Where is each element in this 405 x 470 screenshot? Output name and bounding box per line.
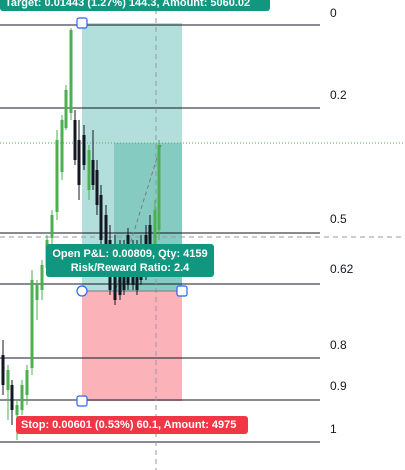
bull-candle — [69, 30, 73, 113]
entry-handle-right[interactable] — [176, 285, 188, 297]
bull-candle — [50, 215, 54, 238]
bull-candle — [35, 285, 39, 300]
bear-candle — [104, 215, 108, 265]
fib-label: 0.5 — [330, 212, 347, 226]
loss-zone — [82, 291, 182, 401]
bull-candle — [55, 140, 59, 212]
fib-label: 0.9 — [330, 379, 347, 393]
bear-candle — [82, 135, 86, 165]
target-handle[interactable] — [76, 17, 88, 29]
bull-candle — [15, 405, 19, 415]
fib-label: 0 — [330, 6, 337, 20]
fib-label: 0.2 — [330, 88, 347, 102]
bear-candle — [99, 195, 103, 240]
risk-reward-text: Risk/Reward Ratio: 2.4 — [70, 262, 190, 274]
bull-candle — [60, 120, 64, 172]
bull-candle — [6, 370, 10, 390]
bear-candle — [10, 385, 14, 410]
bull-candle — [64, 90, 68, 128]
bull-candle — [87, 150, 91, 190]
bull-candle — [30, 280, 34, 368]
bull-candle — [157, 145, 161, 230]
fib-label: 0.62 — [330, 262, 354, 276]
bull-candle — [153, 210, 157, 245]
bull-candle — [20, 385, 24, 410]
fib-level-lines — [0, 24, 320, 443]
open-pnl-label: Open P&L: 0.00809, Qty: 4159 Risk/Reward… — [46, 244, 214, 277]
bear-candle — [77, 140, 81, 185]
fib-label: 1 — [330, 422, 337, 436]
bull-candle — [40, 265, 44, 290]
stop-label: Stop: 0.00601 (0.53%) 60.1, Amount: 4975 — [16, 416, 248, 434]
bull-candle — [25, 370, 29, 395]
bear-candle — [95, 170, 99, 205]
target-label: Target: 0.01443 (1.27%) 144.3, Amount: 5… — [0, 0, 270, 11]
entry-handle-left[interactable] — [76, 285, 88, 297]
open-pnl-text: Open P&L: 0.00809, Qty: 4159 — [52, 248, 208, 260]
stop-handle[interactable] — [76, 395, 88, 407]
bear-candle — [1, 355, 5, 385]
bear-candle — [73, 120, 77, 160]
bear-candle — [91, 160, 95, 185]
fib-label: 0.8 — [330, 338, 347, 352]
